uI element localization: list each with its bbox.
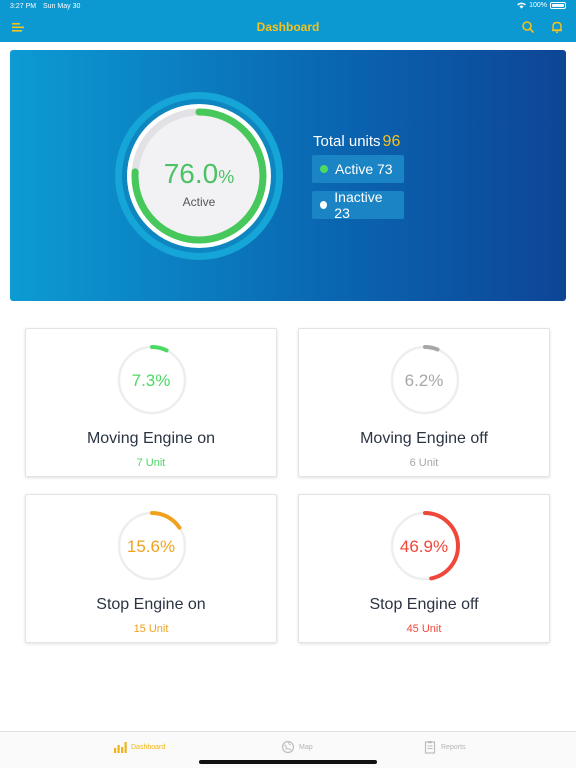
- battery-percent: 100%: [529, 2, 547, 9]
- moving-engine-off-gauge: [390, 345, 460, 415]
- active-percent: 76.0%: [114, 158, 284, 190]
- active-percent-sign: %: [218, 167, 235, 187]
- active-percent-value: 76.0: [163, 158, 219, 189]
- inactive-units-label: Inactive 23: [334, 189, 383, 221]
- inactive-units-badge[interactable]: Inactive 23: [312, 189, 404, 221]
- summary-panel: 76.0% Active Total units 96 Active 73 Ina…: [10, 50, 566, 301]
- total-units-label: Total units: [313, 133, 381, 150]
- top-bar: 3:27 PM Sun May 30 100% Dashboard: [0, 0, 576, 42]
- active-units-badge[interactable]: Active 73: [312, 155, 404, 183]
- moving-engine-off-arc: [390, 345, 460, 415]
- status-date: Sun May 30: [43, 3, 81, 10]
- stop-engine-on-percent: 15.6%: [126, 537, 176, 556]
- inactive-dot-icon: [320, 201, 328, 209]
- search-icon[interactable]: [521, 20, 535, 34]
- battery-icon: [550, 2, 566, 9]
- status-bar: 3:27 PM Sun May 30 100%: [0, 0, 576, 14]
- stop-engine-off-percent: 46.9%: [399, 537, 449, 556]
- stop-engine-off-arc: [390, 511, 460, 581]
- home-indicator: [199, 760, 377, 764]
- moving-engine-on-gauge: [117, 345, 187, 415]
- card-stop-engine-off[interactable]: 46.9% Stop Engine off 45 Unit: [298, 494, 550, 643]
- tab-dashboard[interactable]: Dashboard: [113, 740, 165, 754]
- moving-engine-on-title: Moving Engine on: [86, 430, 216, 447]
- moving-engine-on-percent: 7.3%: [131, 371, 171, 390]
- stop-engine-off-gauge: [390, 511, 460, 581]
- card-stop-engine-on[interactable]: 15.6% Stop Engine on 15 Unit: [25, 494, 277, 643]
- stop-engine-on-gauge: [117, 511, 187, 581]
- active-gauge-label: Active: [182, 195, 216, 209]
- moving-engine-off-title: Moving Engine off: [360, 430, 488, 447]
- bar-chart-icon: [114, 742, 127, 753]
- stop-engine-on-arc: [117, 511, 187, 581]
- stop-engine-off-units: 45 Unit: [406, 623, 442, 635]
- tab-map-label: Map: [299, 743, 313, 751]
- status-right: 100%: [517, 2, 566, 9]
- wifi-icon: [517, 2, 526, 9]
- active-units-label: Active 73: [335, 161, 393, 177]
- total-units-value: 96: [382, 133, 401, 150]
- stop-engine-off-title: Stop Engine off: [369, 596, 479, 613]
- card-moving-engine-on[interactable]: 7.3% Moving Engine on 7 Unit: [25, 328, 277, 477]
- moving-engine-on-arc: [117, 345, 187, 415]
- tab-reports-label: Reports: [441, 743, 466, 751]
- tab-reports[interactable]: Reports: [423, 740, 466, 754]
- clipboard-icon: [424, 741, 436, 754]
- card-moving-engine-off[interactable]: 6.2% Moving Engine off 6 Unit: [298, 328, 550, 477]
- stop-engine-on-units: 15 Unit: [133, 623, 169, 635]
- page-title: Dashboard: [256, 20, 320, 34]
- stop-engine-on-title: Stop Engine on: [96, 596, 206, 613]
- tab-dashboard-label: Dashboard: [131, 743, 166, 751]
- bell-icon[interactable]: [550, 20, 564, 34]
- globe-icon: [281, 740, 295, 754]
- moving-engine-off-percent: 6.2%: [404, 371, 444, 390]
- active-dot-icon: [320, 165, 328, 173]
- moving-engine-on-units: 7 Unit: [136, 457, 166, 469]
- total-units: Total units 96: [313, 133, 400, 151]
- active-gauge: [115, 92, 283, 260]
- moving-engine-off-units: 6 Unit: [409, 457, 439, 469]
- active-gauge-arc: [131, 108, 267, 244]
- status-time: 3:27 PM: [10, 3, 37, 10]
- menu-icon[interactable]: [11, 20, 25, 34]
- tab-map[interactable]: Map: [281, 740, 313, 754]
